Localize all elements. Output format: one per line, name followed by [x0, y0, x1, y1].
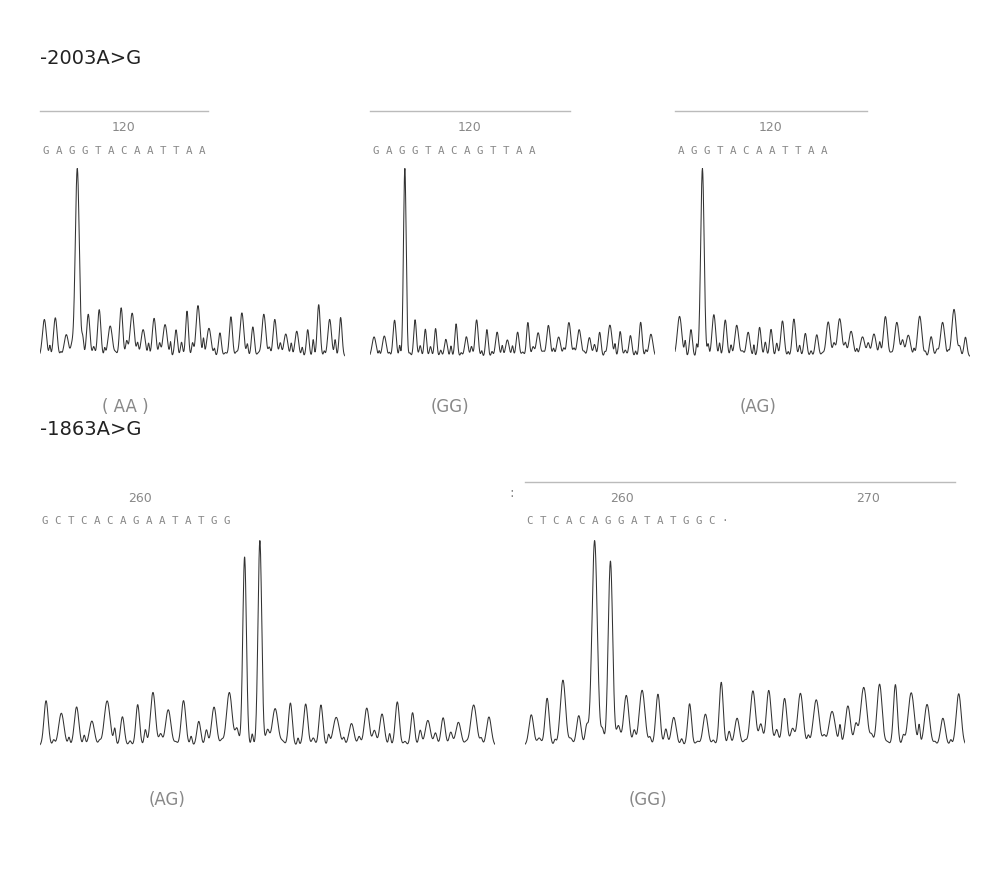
Text: (GG): (GG): [629, 791, 668, 809]
Text: A G G T A C A A T T A A: A G G T A C A A T T A A: [678, 146, 828, 156]
Text: :: :: [510, 486, 514, 500]
Text: -1863A>G: -1863A>G: [40, 420, 142, 438]
Text: (GG): (GG): [430, 398, 469, 415]
Text: 270: 270: [856, 492, 880, 506]
Text: (AG): (AG): [739, 398, 776, 415]
Text: ( AA ): ( AA ): [102, 398, 149, 415]
Text: 120: 120: [759, 121, 783, 134]
Text: 260: 260: [128, 492, 152, 506]
Text: G C T C A C A G A A T A T G G: G C T C A C A G A A T A T G G: [42, 516, 230, 526]
Text: -2003A>G: -2003A>G: [40, 49, 141, 67]
Text: 260: 260: [610, 492, 634, 506]
Text: (AG): (AG): [149, 791, 186, 809]
Text: G A G G T A C A G T T A A: G A G G T A C A G T T A A: [373, 146, 536, 156]
Text: 120: 120: [112, 121, 136, 134]
Text: C T C A C A G G A T A T G G C ·: C T C A C A G G A T A T G G C ·: [527, 516, 728, 526]
Text: 120: 120: [458, 121, 482, 134]
Text: G A G G T A C A A T T A A: G A G G T A C A A T T A A: [43, 146, 206, 156]
